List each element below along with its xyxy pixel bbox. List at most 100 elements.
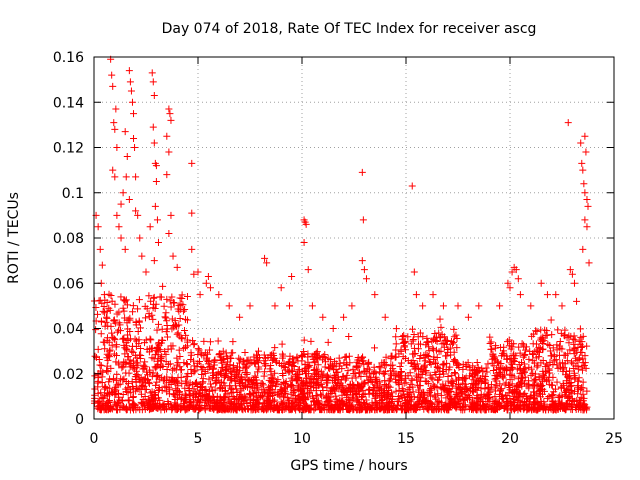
- background-roti-point: [523, 406, 531, 414]
- background-roti-point: [545, 365, 553, 373]
- background-roti-point: [388, 352, 396, 360]
- roti-data-point: [188, 209, 196, 217]
- background-roti-point: [564, 400, 572, 408]
- background-roti-point: [176, 315, 184, 323]
- background-roti-point: [146, 335, 154, 343]
- background-roti-point: [476, 376, 484, 384]
- background-roti-point: [315, 399, 323, 407]
- background-roti-point: [458, 389, 466, 397]
- background-roti-point: [133, 337, 141, 345]
- background-roti-point: [400, 331, 408, 339]
- background-roti-point: [508, 380, 516, 388]
- background-roti-point: [395, 377, 403, 385]
- background-roti-point: [522, 346, 530, 354]
- background-roti-point: [157, 354, 165, 362]
- background-roti-point: [306, 405, 314, 413]
- roti-data-point: [286, 302, 294, 310]
- background-roti-point: [243, 369, 251, 377]
- roti-data-point: [508, 268, 516, 276]
- background-roti-point: [162, 358, 170, 366]
- background-roti-point: [274, 376, 282, 384]
- roti-data-point: [304, 266, 312, 274]
- background-roti-point: [560, 384, 568, 392]
- background-roti-point: [120, 296, 128, 304]
- background-roti-point: [289, 368, 297, 376]
- background-roti-point: [162, 350, 170, 358]
- background-roti-point: [461, 375, 469, 383]
- background-roti-point: [119, 390, 127, 398]
- roti-data-point: [115, 223, 123, 231]
- background-roti-point: [487, 405, 495, 413]
- background-roti-point: [152, 350, 160, 358]
- background-roti-point: [135, 317, 143, 325]
- background-roti-point: [560, 332, 568, 340]
- background-roti-point: [105, 304, 113, 312]
- roti-data-point: [581, 189, 589, 197]
- background-roti-point: [351, 370, 359, 378]
- background-roti-point: [103, 314, 111, 322]
- background-roti-point: [343, 406, 351, 414]
- background-roti-point: [503, 399, 511, 407]
- background-roti-point: [452, 331, 460, 339]
- roti-data-point: [381, 313, 389, 321]
- background-roti-point: [330, 373, 338, 381]
- background-roti-point: [160, 302, 168, 310]
- roti-data-point: [100, 291, 108, 299]
- background-roti-point: [191, 379, 199, 387]
- background-roti-point: [252, 388, 260, 396]
- background-roti-point: [410, 330, 418, 338]
- background-roti-point: [581, 359, 589, 367]
- background-roti-point: [182, 372, 190, 380]
- background-roti-point: [566, 382, 574, 390]
- roti-data-point: [194, 268, 202, 276]
- background-roti-point: [490, 362, 498, 370]
- background-roti-point: [254, 359, 262, 367]
- roti-data-point: [577, 139, 585, 147]
- background-roti-point: [351, 385, 359, 393]
- background-roti-point: [324, 376, 332, 384]
- background-roti-point: [451, 401, 459, 409]
- background-roti-point: [216, 384, 224, 392]
- background-roti-point: [123, 319, 131, 327]
- background-roti-point: [469, 404, 477, 412]
- background-roti-point: [423, 352, 431, 360]
- background-roti-point: [436, 367, 444, 375]
- background-roti-point: [363, 406, 371, 414]
- background-roti-point: [521, 351, 529, 359]
- background-roti-point: [150, 395, 158, 403]
- background-roti-point: [356, 399, 364, 407]
- roti-data-point: [154, 239, 162, 247]
- background-roti-point: [548, 381, 556, 389]
- roti-data-point: [148, 69, 156, 77]
- background-roti-point: [153, 371, 161, 379]
- roti-data-point: [300, 239, 308, 247]
- background-roti-point: [246, 395, 254, 403]
- background-roti-point: [437, 383, 445, 391]
- background-roti-point: [187, 355, 195, 363]
- background-roti-point: [553, 378, 561, 386]
- background-roti-point: [568, 358, 576, 366]
- background-roti-point: [316, 405, 324, 413]
- background-roti-point: [312, 369, 320, 377]
- background-roti-point: [242, 394, 250, 402]
- roti-data-point: [358, 257, 366, 265]
- background-roti-point: [134, 404, 142, 412]
- background-roti-point: [473, 394, 481, 402]
- background-roti-point: [381, 387, 389, 395]
- background-roti-point: [539, 345, 547, 353]
- background-roti-point: [506, 395, 514, 403]
- background-roti-point: [255, 354, 263, 362]
- background-roti-point: [331, 405, 339, 413]
- background-roti-point: [152, 364, 160, 372]
- background-roti-point: [141, 363, 149, 371]
- roti-data-point: [134, 211, 142, 219]
- background-roti-point: [130, 406, 138, 414]
- background-roti-point: [416, 377, 424, 385]
- background-roti-point: [452, 384, 460, 392]
- background-roti-point: [98, 393, 106, 401]
- background-roti-point: [482, 364, 490, 372]
- roti-data-point: [136, 234, 144, 242]
- background-roti-point: [148, 372, 156, 380]
- background-roti-point: [443, 337, 451, 345]
- background-roti-point: [383, 402, 391, 410]
